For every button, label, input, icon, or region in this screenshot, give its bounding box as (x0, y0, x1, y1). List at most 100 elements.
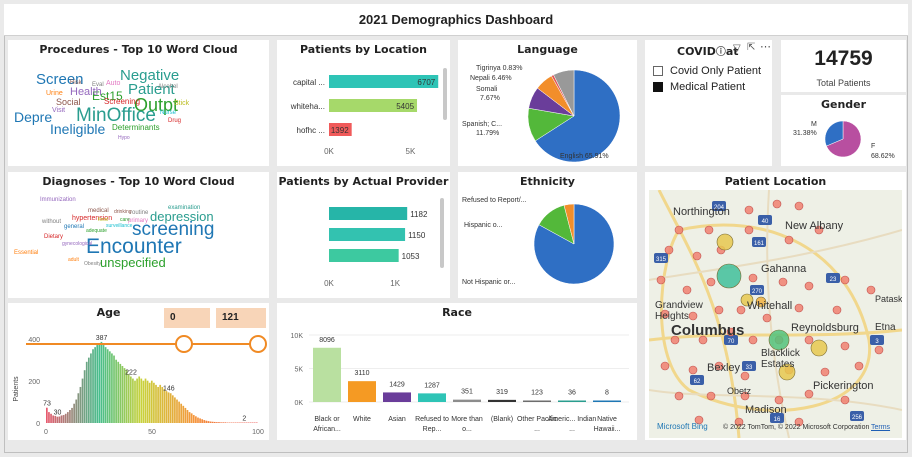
age-bar[interactable] (142, 380, 145, 423)
patient-location-bubble[interactable] (664, 245, 674, 255)
patients-by-provider-panel[interactable]: Patients by Actual Provider 1182 1150 1053… (277, 172, 450, 298)
patient-location-bubble[interactable] (736, 305, 746, 315)
age-bar[interactable] (155, 384, 157, 423)
patient-location-bubble[interactable] (698, 335, 708, 345)
age-bar[interactable] (100, 341, 103, 423)
patient-location-bubble[interactable] (794, 417, 804, 427)
race-bar[interactable] (383, 392, 411, 402)
patient-location-bubble[interactable] (714, 305, 724, 315)
race-panel[interactable]: Race 10K 5K 0K 8096 Black or African... 3110 Wh… (277, 303, 637, 440)
patient-location-bubble[interactable] (744, 205, 754, 215)
patient-location-bubble[interactable] (674, 225, 684, 235)
age-bar[interactable] (129, 376, 132, 423)
age-bar[interactable] (104, 347, 107, 423)
race-bar[interactable] (418, 393, 446, 402)
age-slider-min-handle[interactable] (175, 335, 193, 353)
age-min-input[interactable]: 0 (164, 308, 210, 328)
patient-location-bubble[interactable] (748, 273, 758, 283)
patient-location-bubble-large[interactable] (716, 263, 742, 289)
patient-location-bubble[interactable] (832, 305, 842, 315)
age-bar[interactable] (111, 353, 113, 423)
patients-by-location-panel[interactable]: Patients by Location capital ... 6707 whit… (277, 40, 450, 166)
gender-panel[interactable]: Gender M 31.38% F 68.62% (781, 95, 906, 166)
patient-location-bubble[interactable] (762, 313, 772, 323)
age-bar[interactable] (157, 386, 159, 423)
age-bar[interactable] (121, 366, 124, 423)
age-bar[interactable] (136, 378, 138, 423)
patient-location-bubble-large[interactable] (768, 329, 790, 351)
patient-location-bubble[interactable] (688, 311, 698, 321)
location-bar[interactable] (329, 99, 418, 112)
patient-location-bubble[interactable] (784, 235, 794, 245)
age-bar[interactable] (117, 361, 120, 423)
age-bar[interactable] (119, 363, 122, 423)
patient-location-bubble[interactable] (814, 225, 824, 235)
language-pie-chart[interactable]: Tigrinya 0.83% Nepali 6.46% Somali 7.67% Spa… (458, 40, 637, 166)
race-bar[interactable] (558, 400, 586, 403)
patient-location-bubble-large[interactable] (778, 363, 796, 381)
age-bar[interactable] (56, 416, 59, 423)
age-bar[interactable] (213, 421, 216, 423)
age-bar[interactable] (94, 347, 96, 423)
age-max-input[interactable]: 121 (216, 308, 266, 328)
race-bar[interactable] (348, 381, 376, 402)
age-bar[interactable] (134, 380, 136, 423)
patient-location-bubble[interactable] (670, 335, 680, 345)
patient-location-bubble[interactable] (740, 371, 750, 381)
age-bar[interactable] (220, 422, 222, 423)
patient-location-bubble[interactable] (874, 345, 884, 355)
patient-location-bubble[interactable] (706, 391, 716, 401)
age-bar[interactable] (132, 378, 134, 423)
age-bar[interactable] (92, 349, 94, 423)
patient-location-bubble-large[interactable] (740, 293, 754, 307)
race-bar[interactable] (313, 347, 341, 402)
age-bar[interactable] (83, 370, 86, 423)
language-slice[interactable] (553, 69, 575, 117)
age-bar[interactable] (201, 419, 204, 423)
patient-location-bubble[interactable] (692, 251, 702, 261)
map-terms-link[interactable]: Terms (871, 424, 891, 431)
age-bar[interactable] (73, 403, 75, 423)
age-bar[interactable] (159, 384, 162, 423)
patient-location-bubble[interactable] (804, 389, 814, 399)
language-panel[interactable]: Language Tigrinya 0.83% Nepali 6.46% Somal… (458, 40, 637, 166)
age-bar[interactable] (46, 407, 48, 423)
age-bar[interactable] (69, 410, 71, 423)
more-options-icon[interactable]: ⋯ (760, 41, 771, 53)
age-bar[interactable] (211, 421, 214, 423)
patient-location-bubble[interactable] (774, 395, 784, 405)
age-bar[interactable] (224, 422, 227, 423)
ethnicity-panel[interactable]: Ethnicity Refused to Report/... Hispanic … (458, 172, 637, 298)
medical-patient-option[interactable]: Medical Patient (653, 81, 761, 93)
age-bar[interactable] (102, 345, 105, 423)
location-bar-chart[interactable]: capital ... 6707 whiteha... 5405 hofhc ... 13… (277, 40, 450, 166)
patient-location-bubble[interactable] (772, 199, 782, 209)
filter-icon[interactable]: ▽ (733, 43, 741, 54)
age-bar[interactable] (190, 413, 193, 423)
age-bar[interactable] (125, 370, 128, 423)
patient-location-bubble-large[interactable] (810, 339, 828, 357)
ethnicity-pie-chart[interactable]: Refused to Report/... Hispanic o... Not Hi… (458, 172, 637, 298)
age-bar[interactable] (66, 412, 69, 423)
age-bar[interactable] (174, 397, 176, 423)
age-bar[interactable] (203, 420, 206, 423)
age-bar[interactable] (123, 368, 126, 423)
age-panel[interactable]: Age 0 121 73 30 387 222 146 2 400 200 0 0 50 100 Pat… (8, 303, 269, 440)
age-bar[interactable] (218, 422, 220, 423)
age-bar[interactable] (75, 399, 78, 423)
scrollbar[interactable] (440, 198, 444, 268)
patient-location-bubble[interactable] (840, 395, 850, 405)
patient-location-bubble[interactable] (682, 285, 692, 295)
age-bar[interactable] (144, 378, 147, 423)
age-bar[interactable] (182, 405, 185, 423)
age-bar[interactable] (98, 343, 101, 423)
patient-location-bubble[interactable] (660, 309, 670, 319)
age-bar[interactable] (58, 416, 61, 423)
age-bar[interactable] (165, 391, 168, 423)
total-patients-card[interactable]: 14759 Total Patients (781, 40, 906, 92)
patient-location-bubble[interactable] (660, 361, 670, 371)
age-bar[interactable] (138, 376, 141, 423)
provider-bar[interactable] (329, 228, 406, 241)
patient-location-bubble[interactable] (740, 391, 750, 401)
